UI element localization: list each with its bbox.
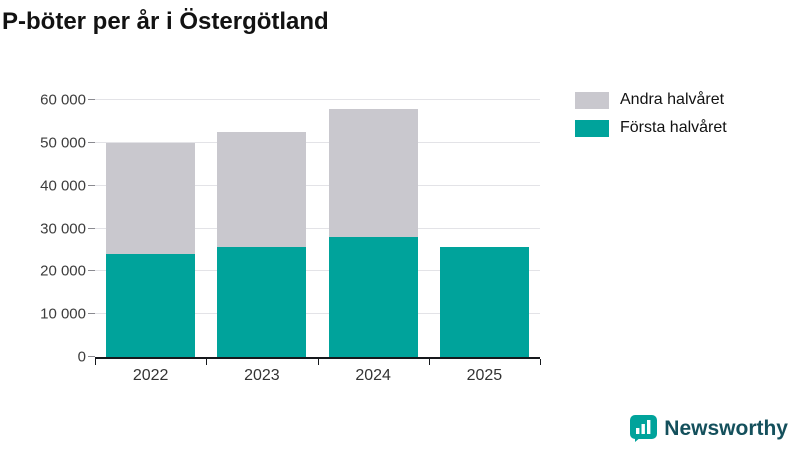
newsworthy-logo[interactable]: Newsworthy bbox=[630, 415, 788, 442]
y-tick-label: 60 000 bbox=[40, 91, 86, 109]
legend-label-andra-halvaret: Andra halvåret bbox=[620, 91, 725, 108]
gridline bbox=[95, 141, 540, 143]
bar-segment-forsta-halvaret bbox=[217, 246, 307, 357]
y-tick-label: 30 000 bbox=[40, 220, 86, 237]
y-axis-tick bbox=[88, 227, 95, 229]
x-tick-label: 2023 bbox=[244, 367, 280, 384]
y-axis-tick bbox=[88, 313, 95, 315]
y-tick-label: 20 000 bbox=[40, 262, 86, 280]
y-axis: 0 10 000 20 000 30 000 40 000 50 000 60 000 bbox=[0, 93, 86, 365]
gridline bbox=[95, 184, 540, 186]
x-axis-tick bbox=[95, 359, 96, 365]
x-tick-label: 2022 bbox=[132, 367, 169, 384]
y-tick-label: 10 000 bbox=[40, 305, 86, 323]
bar-segment-forsta-halvaret bbox=[328, 237, 418, 357]
x-tick-label: 2024 bbox=[355, 367, 391, 384]
gridline bbox=[95, 270, 540, 272]
x-tick-label: 2025 bbox=[466, 367, 503, 384]
gridline bbox=[95, 99, 540, 100]
y-axis-tick bbox=[88, 141, 95, 143]
y-axis-tick bbox=[88, 270, 95, 272]
x-axis-tick bbox=[317, 359, 319, 365]
y-axis-tick bbox=[88, 99, 95, 100]
y-tick-label: 50 000 bbox=[40, 134, 86, 152]
bar-chart-logo-icon bbox=[630, 415, 658, 442]
chart-title: P-böter per år i Östergötland bbox=[2, 8, 329, 35]
bar-segment-andra-halvaret bbox=[217, 132, 307, 247]
gridline bbox=[95, 313, 540, 315]
y-axis-tick bbox=[88, 356, 95, 357]
bar-segment-forsta-halvaret bbox=[106, 254, 196, 357]
x-axis-tick bbox=[428, 359, 430, 365]
bar-segment-andra-halvaret bbox=[328, 108, 418, 238]
y-tick-label: 0 bbox=[77, 348, 86, 366]
gridline bbox=[95, 227, 540, 229]
legend-swatch-andra-halvaret bbox=[575, 91, 609, 109]
legend-label-forsta-halvaret: Första halvåret bbox=[620, 119, 727, 136]
newsworthy-wordmark: Newsworthy bbox=[664, 416, 788, 440]
x-axis: 2022 2023 2024 2025 bbox=[95, 361, 540, 387]
x-axis-tick bbox=[206, 359, 208, 365]
y-axis-tick bbox=[88, 184, 95, 186]
bar-segment-forsta-halvaret bbox=[439, 246, 529, 357]
y-tick-label: 40 000 bbox=[40, 177, 86, 195]
legend-swatch-forsta-halvaret bbox=[575, 119, 609, 137]
x-axis-tick bbox=[540, 359, 541, 365]
legend-item-forsta-halvaret: Första halvåret bbox=[575, 119, 727, 137]
bar-segment-andra-halvaret bbox=[106, 142, 196, 255]
plot-area bbox=[88, 99, 541, 365]
legend-item-andra-halvaret: Andra halvåret bbox=[575, 91, 727, 109]
legend: Andra halvåret Första halvåret bbox=[575, 91, 727, 147]
